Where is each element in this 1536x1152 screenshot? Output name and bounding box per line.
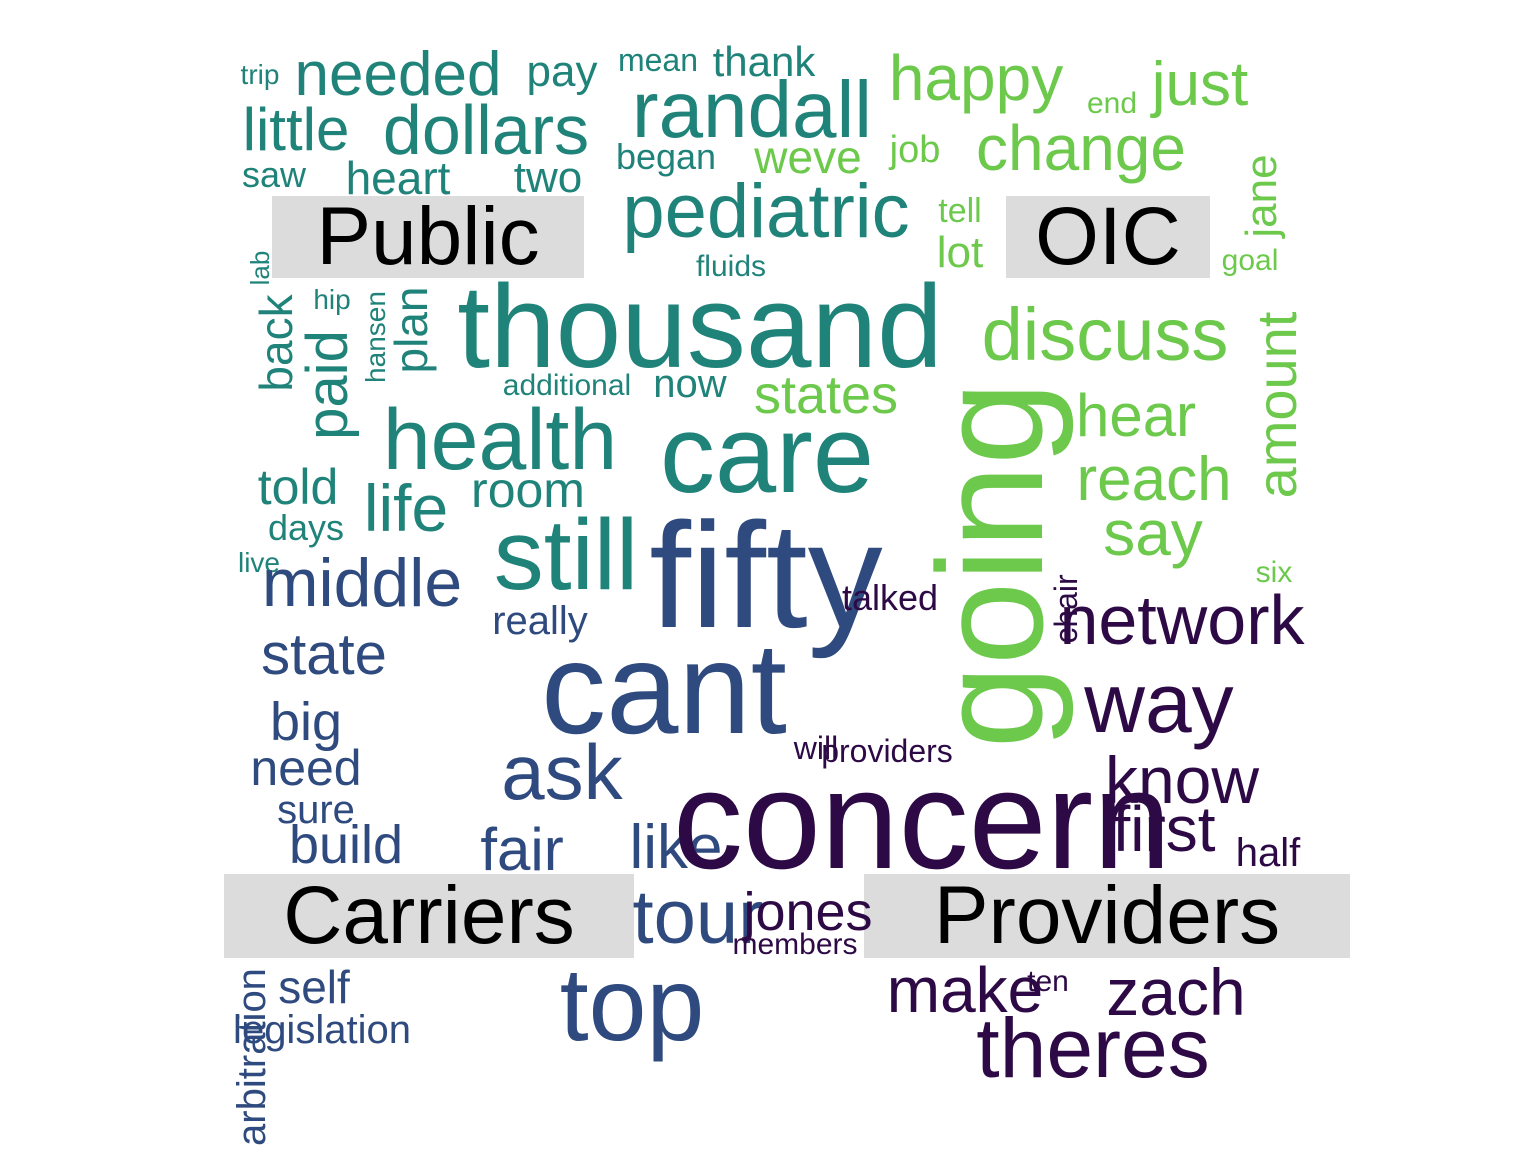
word-hip: hip	[313, 284, 351, 315]
word-randall: randall	[631, 65, 873, 154]
word-top: ten	[1027, 965, 1069, 998]
word-paid: paid	[295, 330, 360, 440]
word-needed: needed	[294, 40, 502, 109]
word-hear: hear	[1075, 382, 1197, 449]
word-son: still	[493, 499, 639, 611]
word-job: job	[889, 129, 941, 171]
word-cant: big	[269, 692, 343, 752]
word-days: days	[267, 507, 345, 548]
word-fifty: middle	[261, 545, 463, 621]
word-change: change	[976, 112, 1186, 184]
word-told: told	[257, 459, 339, 515]
word-zach: arbitration	[230, 968, 274, 1146]
word-ask: sure	[277, 788, 355, 832]
word-back: back	[250, 294, 302, 392]
word-will: need	[250, 740, 362, 796]
word-dollars: dollars	[382, 91, 590, 169]
word-chair: state	[261, 622, 387, 687]
word-ten: legislation	[233, 1008, 411, 1052]
word-providers: ask	[501, 728, 623, 816]
word-little: little	[242, 96, 350, 163]
word-like: tour	[632, 875, 764, 960]
quadrant-label-providers: Providers	[864, 874, 1350, 958]
word-now: now	[653, 362, 727, 406]
word-room: room	[471, 462, 585, 518]
word-know: concern	[672, 741, 1172, 898]
word-lot: lot	[936, 228, 984, 277]
word-two: two	[513, 153, 583, 202]
word-thousand: thousand	[457, 261, 943, 393]
word-plan: plan	[385, 286, 437, 374]
word-life: life	[363, 471, 449, 545]
word-need: know	[1104, 743, 1260, 817]
word-fluids: fluids	[695, 250, 767, 283]
word-fair: half	[1235, 831, 1301, 875]
word-live: live	[237, 547, 281, 578]
word-heart: heart	[345, 152, 451, 204]
word-end: end	[1086, 87, 1138, 120]
word-amount: amount	[1245, 311, 1308, 499]
word-saw: saw	[241, 154, 307, 195]
word-legislation: theres	[976, 1001, 1210, 1095]
word-happy: happy	[888, 42, 1064, 114]
word-additional: additional	[502, 369, 632, 402]
word-say: say	[1103, 497, 1203, 569]
word-way: will	[793, 730, 839, 766]
word-half: jones	[743, 882, 873, 942]
word-still: six	[1255, 556, 1293, 589]
word-really: network	[1059, 581, 1305, 659]
word-trip: trip	[240, 59, 280, 90]
word-tell: tell	[938, 192, 982, 230]
word-going: going	[906, 381, 1074, 749]
word-reach: reach	[1076, 445, 1232, 514]
quadrant-label-carriers: Carriers	[224, 874, 634, 958]
word-state: way	[1084, 656, 1234, 750]
word-build: like	[629, 813, 723, 882]
word-care: care	[660, 393, 874, 516]
word-jones: self	[278, 961, 350, 1013]
word-goal: goal	[1221, 244, 1279, 277]
word-concern: build	[288, 815, 404, 875]
word-bill: fifty	[649, 491, 883, 659]
word-states: states	[753, 365, 899, 425]
word-sure: first	[1112, 793, 1216, 865]
word-pediatric: pediatric	[622, 169, 910, 254]
word-began: began	[615, 136, 717, 177]
word-network: cant	[541, 615, 787, 761]
word-health: health	[382, 392, 618, 488]
word-self: make	[886, 954, 1044, 1026]
word-six: talked	[841, 577, 939, 618]
word-jane: jane	[1237, 154, 1286, 238]
word-tour: members	[732, 928, 858, 961]
word-make: zach	[1106, 955, 1246, 1029]
word-weve: weve	[754, 131, 862, 183]
word-pay: pay	[526, 47, 598, 96]
quadrant-label-public: Public	[272, 196, 584, 278]
word-middle: really	[492, 599, 588, 643]
word-big: providers	[821, 733, 953, 769]
word-thank: thank	[712, 38, 816, 85]
word-mean: mean	[617, 42, 699, 78]
word-lab: lab	[245, 250, 275, 286]
quadrant-label-oic: OIC	[1006, 196, 1210, 278]
word-just: just	[1151, 50, 1249, 119]
word-first: fair	[480, 816, 564, 883]
word-members: top	[559, 947, 705, 1063]
word-discuss: discuss	[981, 293, 1229, 376]
